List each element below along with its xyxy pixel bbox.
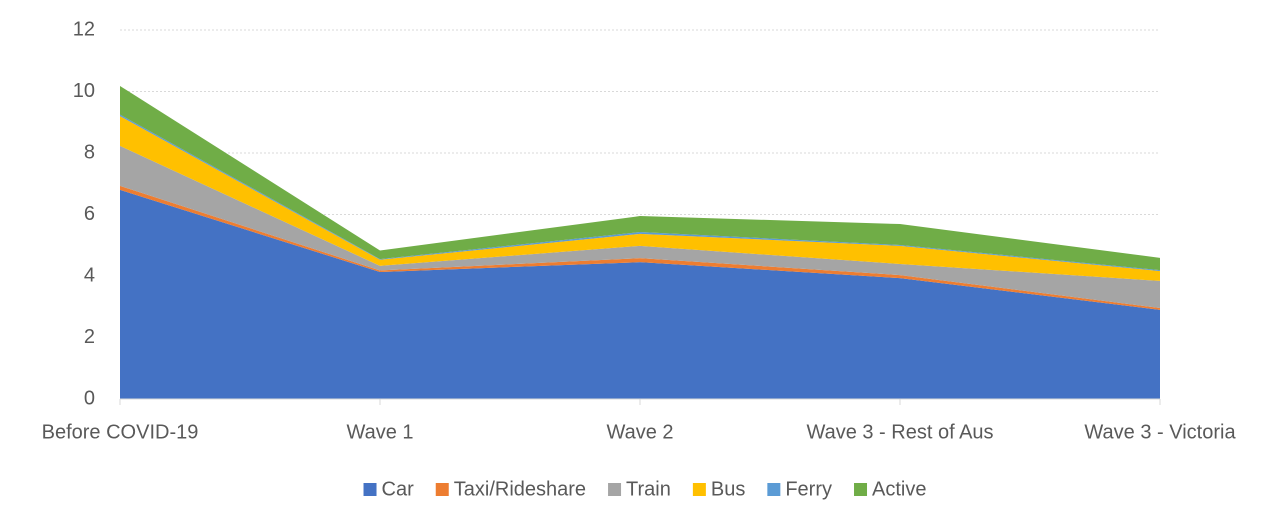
y-tick-label: 0: [84, 387, 95, 409]
legend-swatch: [767, 483, 781, 496]
y-tick-label: 6: [84, 203, 95, 225]
y-tick-label: 10: [73, 80, 95, 102]
y-tick-label: 2: [84, 326, 95, 348]
x-tick-label: Wave 3 - Rest of Aus: [806, 421, 993, 443]
area: [120, 189, 1160, 399]
legend-label: Bus: [711, 478, 745, 500]
legend-swatch: [363, 483, 377, 496]
legend-swatch: [692, 483, 706, 496]
x-tick-label: Before COVID-19: [42, 421, 199, 443]
x-tick-label: Wave 2: [606, 421, 673, 443]
area: [120, 85, 1160, 271]
y-tick-label: 12: [73, 18, 95, 40]
legend-swatch: [854, 483, 868, 496]
area: [120, 145, 1160, 308]
legend-label: Train: [626, 478, 671, 500]
legend-label: Ferry: [785, 478, 832, 500]
y-tick-label: 8: [84, 141, 95, 163]
legend-label: Car: [382, 478, 415, 500]
legend: Car Taxi/Rideshare Train Bus Ferry Active: [363, 478, 926, 500]
legend-swatch: [608, 483, 622, 496]
x-tick-label: Wave 1: [346, 421, 413, 443]
area: [120, 116, 1160, 281]
y-tick-label: 4: [84, 264, 95, 286]
legend-swatch: [435, 483, 449, 496]
x-tick-label: Wave 3 - Victoria: [1084, 421, 1236, 443]
legend-label: Taxi/Rideshare: [454, 478, 586, 500]
legend-label: Active: [872, 478, 926, 500]
